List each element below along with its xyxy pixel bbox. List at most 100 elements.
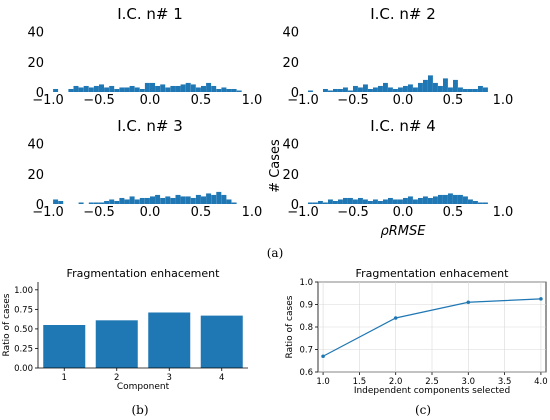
histogram-bar [216,191,222,204]
histogram-bar [373,199,378,204]
histogram-title: I.C. n# 1 [117,5,183,23]
histogram-bar [99,84,104,92]
histogram-bar [170,197,176,204]
x-tick-label: 0.0 [140,205,161,220]
x-tick-label: −1.0 [32,93,64,108]
histogram-bar [226,88,232,92]
histogram-bar [418,197,423,204]
histogram-bar [383,82,388,92]
x-tick-label: 1.0 [316,377,330,387]
x-tick-label: 1.0 [493,205,514,220]
histogram-bar [368,88,373,92]
histogram-bar [78,87,84,92]
x-tick-label: 0.5 [443,93,464,108]
histogram-bar [206,193,212,204]
histogram-bar [438,194,443,204]
histogram-bar [68,88,74,92]
histogram-bar [408,84,413,92]
histogram-bar [155,194,161,204]
histogram-bar [463,196,468,204]
histogram-bar [119,197,125,204]
chart-title: Fragmentation enhacement [67,267,221,280]
histogram-bar [433,196,438,204]
histogram-bar [134,199,140,204]
histogram-bar [99,202,104,204]
histogram-bar [328,199,333,204]
histogram-bar [478,202,483,204]
histogram-bar [453,79,458,92]
histogram-bar [343,197,348,204]
y-tick-label: 1.00 [14,286,33,296]
histogram-bar [144,197,150,204]
y-tick-label: 40 [27,138,44,153]
histogram-bar [73,85,79,92]
histogram-bar [185,82,191,92]
histogram-bar [155,85,161,92]
histogram-4: I.C. n# 4 0 20 40 −1.0 −0.5 0.0 0.5 1.0 # Cases ρR… [268,117,513,239]
histogram-bar [483,202,488,204]
histogram-bar [318,200,323,204]
histogram-bar [124,87,130,92]
x-tick-label: 2.0 [389,377,403,387]
x-tick-label: 4.0 [534,377,548,387]
histogram-bar [323,202,328,204]
histogram-title: I.C. n# 2 [370,5,436,23]
x-tick-label: 0.5 [443,205,464,220]
y-tick-label: 0.8 [299,323,313,333]
x-axis-label: Component [117,382,170,392]
histogram-bar [104,200,110,204]
histogram-bar [160,84,166,92]
histogram-bar [353,85,358,92]
histogram-bar [109,85,115,92]
y-tick-label: 0.50 [14,325,33,335]
histogram-bar [78,202,84,204]
histogram-bar [413,87,418,92]
x-tick-label: 3 [167,373,172,383]
histogram-bar [478,85,483,92]
y-axis-label: Ratio of cases [2,293,12,356]
histogram-bar [363,84,368,92]
y-axis-label: # Cases [268,139,283,193]
histogram-bar [231,88,237,92]
histogram-bar [114,88,120,92]
histogram-bar [211,194,217,204]
histogram-bar [221,87,227,92]
x-tick-label: 0.5 [191,93,212,108]
histogram-bar [201,196,206,204]
histogram-bar [403,85,408,92]
histogram-bar [119,87,125,92]
data-point [321,354,325,359]
histogram-bar [378,200,383,204]
y-tick-label: 0.25 [14,344,33,354]
x-tick-label: −1.0 [287,205,319,220]
histogram-bar [53,88,59,92]
y-tick-label: 20 [282,56,299,71]
y-tick-label: 20 [27,56,44,71]
histogram-bar [408,196,413,204]
y-tick-label: 40 [282,138,299,153]
x-tick-label: 4 [219,373,224,383]
y-tick-label: 40 [27,26,44,41]
histogram-bar [393,88,398,92]
histogram-bar [165,87,171,92]
x-tick-label: −1.0 [287,93,319,108]
histogram-bar [333,88,338,92]
bar-chart-components: Fragmentation enhacement 1 2 3 4 0.00 0.25 0.50… [2,267,248,392]
histogram-bar [185,196,191,204]
data-point [393,316,398,320]
histogram-bar [368,200,373,204]
histogram-bar [448,87,453,92]
histogram-bar [418,82,423,92]
y-tick-label: 0 [36,198,44,213]
histogram-bar [353,199,358,204]
y-tick-label: 1.0 [299,278,313,288]
panel-label-a: (a) [267,246,284,260]
x-tick-label: 0.0 [393,93,414,108]
histogram-bar [129,85,135,92]
histogram-bar [398,199,403,204]
y-tick-label: 20 [27,168,44,183]
histogram-bar [468,199,473,204]
histogram-bar [348,197,353,204]
x-tick-label: 3.5 [498,377,512,387]
y-tick-label: 0 [36,86,44,101]
